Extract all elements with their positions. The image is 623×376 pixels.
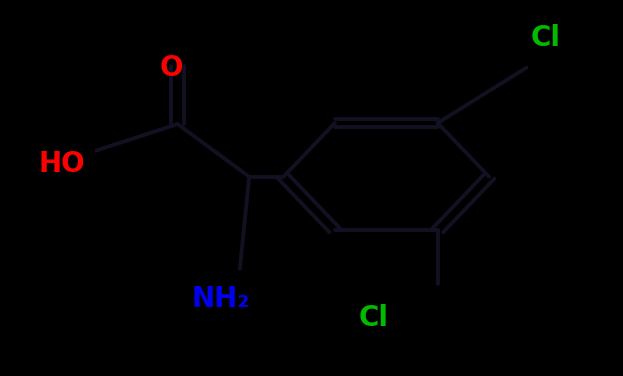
Text: Cl: Cl: [359, 304, 389, 332]
Text: NH₂: NH₂: [192, 285, 250, 313]
Text: HO: HO: [39, 150, 85, 177]
Text: Cl: Cl: [530, 24, 560, 52]
Text: O: O: [159, 54, 183, 82]
